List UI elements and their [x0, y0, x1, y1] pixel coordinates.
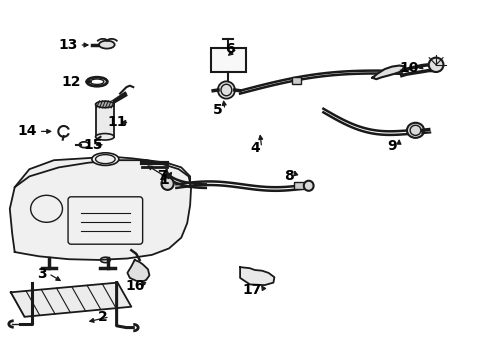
Ellipse shape: [407, 123, 424, 138]
Text: 1: 1: [159, 173, 169, 187]
Polygon shape: [11, 283, 131, 317]
Ellipse shape: [99, 41, 115, 49]
Text: 10: 10: [399, 62, 419, 75]
Polygon shape: [372, 66, 404, 79]
Text: 13: 13: [58, 38, 77, 52]
Text: 17: 17: [243, 283, 262, 297]
Bar: [211, 48, 246, 72]
Text: 16: 16: [125, 279, 145, 293]
Text: 7: 7: [157, 170, 167, 183]
Text: 8: 8: [284, 170, 294, 183]
Polygon shape: [10, 157, 191, 260]
Ellipse shape: [162, 177, 174, 190]
Bar: [292, 77, 301, 84]
Text: 14: 14: [17, 125, 37, 138]
Ellipse shape: [96, 134, 114, 140]
Text: 5: 5: [213, 103, 223, 117]
Text: 15: 15: [83, 138, 103, 152]
Bar: [96, 104, 114, 137]
Polygon shape: [127, 260, 149, 282]
Text: 9: 9: [387, 139, 397, 153]
Text: 2: 2: [98, 310, 108, 324]
Ellipse shape: [429, 58, 443, 72]
Text: 12: 12: [61, 75, 81, 89]
Text: 3: 3: [37, 267, 47, 280]
Text: 6: 6: [225, 42, 235, 55]
Bar: [294, 182, 304, 189]
Text: 11: 11: [108, 116, 127, 129]
Text: 4: 4: [250, 141, 260, 154]
Ellipse shape: [96, 101, 114, 108]
Ellipse shape: [304, 181, 314, 191]
Polygon shape: [240, 267, 274, 285]
Ellipse shape: [218, 81, 235, 99]
Ellipse shape: [92, 153, 119, 165]
